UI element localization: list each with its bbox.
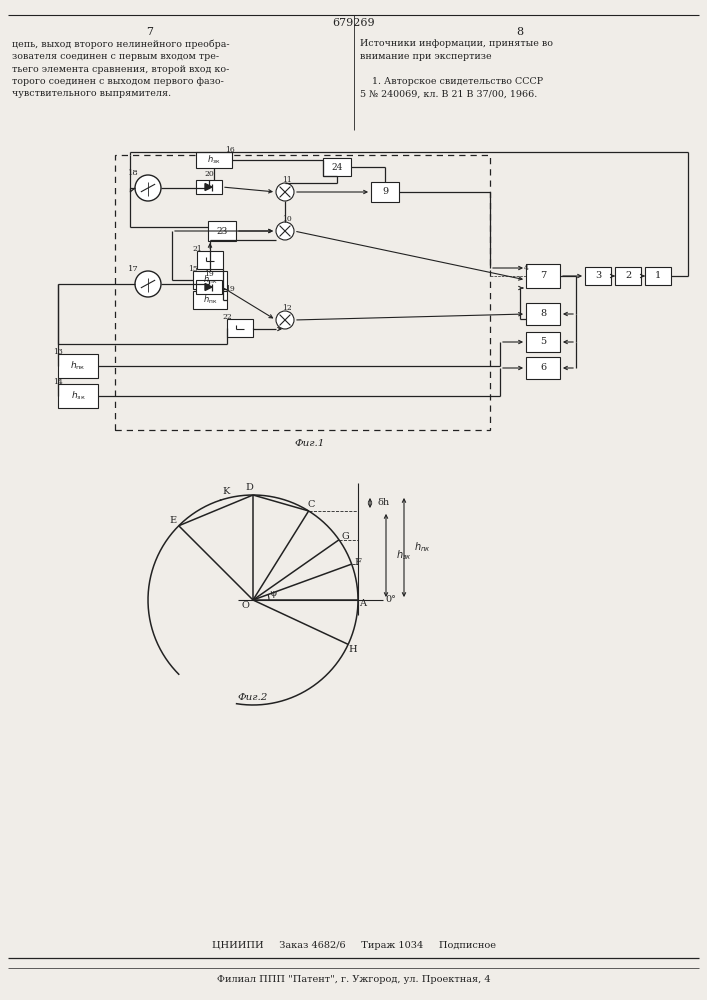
- Circle shape: [135, 175, 161, 201]
- Text: Источники информации, принятые во: Источники информации, принятые во: [360, 39, 553, 48]
- Text: $h_{\rm зк}$: $h_{\rm зк}$: [71, 390, 86, 402]
- Text: O: O: [241, 600, 249, 609]
- Text: K: K: [223, 487, 230, 496]
- Text: внимание при экспертизе: внимание при экспертизе: [360, 52, 491, 61]
- Text: 3: 3: [595, 271, 601, 280]
- Text: 23: 23: [216, 227, 228, 235]
- Text: $h_{\rm зк}$: $h_{\rm зк}$: [207, 154, 221, 166]
- Text: 7: 7: [540, 271, 546, 280]
- Text: 5: 5: [540, 338, 546, 347]
- Text: H: H: [349, 645, 358, 654]
- Text: C: C: [308, 500, 315, 509]
- Bar: [323, 158, 351, 176]
- Text: 1: 1: [655, 271, 661, 280]
- Bar: [645, 267, 671, 285]
- Bar: [196, 280, 222, 294]
- Text: $h_{\rm пк}$: $h_{\rm пк}$: [203, 274, 217, 286]
- Text: 8: 8: [516, 27, 524, 37]
- Bar: [196, 180, 222, 194]
- Text: $h_{\rm пк}$: $h_{\rm пк}$: [203, 294, 217, 306]
- Circle shape: [135, 271, 161, 297]
- Bar: [58, 354, 98, 378]
- Text: 8: 8: [540, 310, 546, 318]
- Circle shape: [276, 222, 294, 240]
- Text: 7: 7: [146, 27, 153, 37]
- Text: F: F: [354, 558, 361, 567]
- Bar: [115, 155, 490, 430]
- Text: 16: 16: [225, 146, 235, 154]
- Polygon shape: [205, 284, 212, 290]
- Text: 5 № 240069, кл. В 21 В 37/00, 1966.: 5 № 240069, кл. В 21 В 37/00, 1966.: [360, 90, 537, 99]
- Text: чувствительного выпрямителя.: чувствительного выпрямителя.: [12, 90, 171, 99]
- Text: 21: 21: [192, 245, 202, 253]
- Text: 1. Авторское свидетельство СССР: 1. Авторское свидетельство СССР: [360, 77, 543, 86]
- Bar: [196, 152, 232, 168]
- Text: $h_{пк}$: $h_{пк}$: [414, 541, 431, 554]
- Text: 4: 4: [524, 264, 528, 272]
- Bar: [615, 267, 641, 285]
- Bar: [208, 221, 236, 241]
- Text: D: D: [245, 484, 253, 492]
- Text: тьего элемента сравнения, второй вход ко-: тьего элемента сравнения, второй вход ко…: [12, 64, 229, 74]
- Circle shape: [276, 183, 294, 201]
- Text: 18: 18: [128, 169, 139, 177]
- Text: 20: 20: [204, 170, 214, 178]
- Text: зователя соединен с первым входом тре-: зователя соединен с первым входом тре-: [12, 52, 219, 61]
- Bar: [585, 267, 611, 285]
- Bar: [526, 357, 560, 379]
- Text: Фиг.1: Фиг.1: [295, 438, 325, 448]
- Text: 22: 22: [222, 313, 232, 321]
- Bar: [193, 271, 227, 289]
- Text: 12: 12: [282, 304, 292, 312]
- Text: ЦНИИПИ     Заказ 4682/6     Тираж 1034     Подписное: ЦНИИПИ Заказ 4682/6 Тираж 1034 Подписное: [212, 942, 496, 950]
- Polygon shape: [205, 184, 212, 190]
- Bar: [526, 303, 560, 325]
- Text: торого соединен с выходом первого фазо-: торого соединен с выходом первого фазо-: [12, 77, 224, 86]
- Bar: [58, 384, 98, 408]
- Text: 15: 15: [188, 265, 198, 273]
- Text: 11: 11: [282, 176, 292, 184]
- Text: A: A: [359, 599, 366, 608]
- Text: цепь, выход второго нелинейного преобра-: цепь, выход второго нелинейного преобра-: [12, 39, 230, 49]
- Text: 17: 17: [128, 265, 139, 273]
- Text: 19: 19: [225, 285, 235, 293]
- Text: 14: 14: [53, 378, 63, 386]
- Circle shape: [276, 311, 294, 329]
- Text: G: G: [341, 532, 349, 541]
- Text: 19: 19: [204, 270, 214, 278]
- Text: E: E: [169, 516, 176, 525]
- Bar: [371, 182, 399, 202]
- Text: 679269: 679269: [333, 18, 375, 28]
- Bar: [526, 264, 560, 288]
- Text: 10: 10: [282, 215, 292, 223]
- Bar: [227, 319, 253, 337]
- Text: $h_{\rm пк}$: $h_{\rm пк}$: [70, 360, 86, 372]
- Bar: [197, 251, 223, 269]
- Text: $h_{зк}$: $h_{зк}$: [396, 549, 412, 562]
- Bar: [526, 332, 560, 352]
- Text: 2: 2: [625, 271, 631, 280]
- Text: 13: 13: [53, 348, 63, 356]
- Text: 6: 6: [540, 363, 546, 372]
- Text: Филиал ППП "Патент", г. Ужгород, ул. Проектная, 4: Филиал ППП "Патент", г. Ужгород, ул. Про…: [217, 976, 491, 984]
- Text: δh: δh: [378, 498, 390, 507]
- Bar: [193, 291, 227, 309]
- Text: 0°: 0°: [385, 595, 397, 604]
- Text: 24: 24: [332, 162, 343, 172]
- Text: Фиг.2: Фиг.2: [238, 692, 268, 702]
- Text: ψ: ψ: [269, 589, 277, 598]
- Text: 9: 9: [382, 188, 388, 196]
